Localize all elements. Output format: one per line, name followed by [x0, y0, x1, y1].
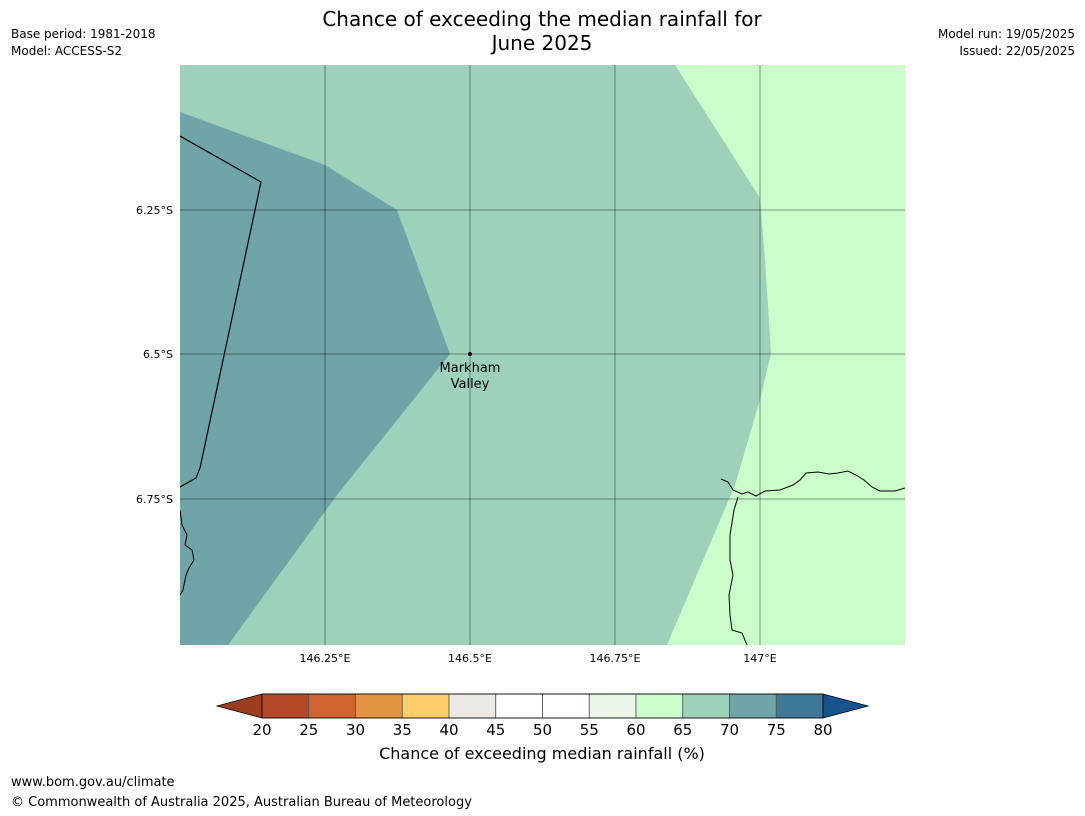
- colorbar-tick-label: 55: [580, 721, 599, 739]
- location-label-line-1: Markham: [440, 361, 501, 376]
- model-name: Model: ACCESS-S2: [11, 44, 123, 58]
- colorbar-tick-label: 20: [252, 721, 271, 739]
- colorbar-segment: [775, 693, 824, 719]
- colorbar-tick-label: 75: [767, 721, 786, 739]
- meta-left: Base period: 1981-2018 Model: ACCESS-S2: [11, 26, 156, 60]
- river-east: [728, 496, 748, 645]
- colorbar-segment: [401, 693, 450, 719]
- footer-copyright: © Commonwealth of Australia 2025, Austra…: [11, 795, 472, 810]
- location-label-line-2: Valley: [451, 377, 490, 392]
- colorbar-outline: [261, 693, 824, 719]
- page-title: Chance of exceeding the median rainfall …: [242, 7, 842, 55]
- location-marker[interactable]: [468, 352, 472, 356]
- colorbar-tick-label: 70: [720, 721, 739, 739]
- gridlines: [180, 65, 905, 645]
- region-60-65: [667, 65, 905, 645]
- colorbar-segment: [308, 693, 356, 719]
- colorbar-tick-label: 80: [813, 721, 832, 739]
- lon-tick-label: 146.5°E: [448, 652, 492, 665]
- lon-tick-label: 146.25°E: [300, 652, 351, 665]
- colorbar-tick-label: 30: [346, 721, 365, 739]
- title-line-1: Chance of exceeding the median rainfall …: [322, 7, 762, 31]
- lon-tick-label: 147°E: [743, 652, 776, 665]
- colorbar-label: Chance of exceeding median rainfall (%): [379, 744, 705, 763]
- lat-tick-label: 6.25°S: [136, 204, 173, 217]
- colorbar-tick-label: 35: [393, 721, 412, 739]
- footer-url[interactable]: www.bom.gov.au/climate: [11, 775, 175, 790]
- colorbar-segment: [635, 693, 684, 719]
- coastline-west: [180, 509, 195, 596]
- colorbar-tick-label: 40: [439, 721, 458, 739]
- border-line: [180, 135, 262, 488]
- colorbar: 20 25 30 35 40 45 50 55 60 65 70 75 80: [215, 693, 870, 739]
- colorbar-segment: [448, 693, 497, 719]
- colorbar-tick-label: 50: [533, 721, 552, 739]
- issued-date: Issued: 22/05/2025: [959, 44, 1075, 58]
- colorbar-segment: [542, 693, 590, 719]
- map-area: [180, 65, 905, 645]
- colorbar-segment: [588, 693, 637, 719]
- model-run: Model run: 19/05/2025: [937, 27, 1075, 41]
- colorbar-tick-label: 60: [626, 721, 645, 739]
- colorbar-segment: [261, 693, 310, 719]
- colorbar-segment: [729, 693, 777, 719]
- colorbar-segment: [682, 693, 730, 719]
- colorbar-segment: [355, 693, 403, 719]
- lon-tick-label: 146.75°E: [590, 652, 641, 665]
- colorbar-segment: [495, 693, 543, 719]
- colorbar-under-arrow: [215, 693, 263, 719]
- colorbar-over-arrow: [822, 693, 870, 719]
- title-line-2: June 2025: [491, 31, 593, 55]
- coastline-east: [720, 470, 905, 497]
- lat-tick-label: 6.5°S: [143, 348, 173, 361]
- meta-right: Model run: 19/05/2025 Issued: 22/05/2025: [938, 26, 1075, 60]
- colorbar-tick-label: 65: [673, 721, 692, 739]
- colorbar-tick-label: 45: [486, 721, 505, 739]
- lat-tick-label: 6.75°S: [136, 493, 173, 506]
- base-period: Base period: 1981-2018: [11, 27, 156, 41]
- colorbar-tick-label: 25: [299, 721, 318, 739]
